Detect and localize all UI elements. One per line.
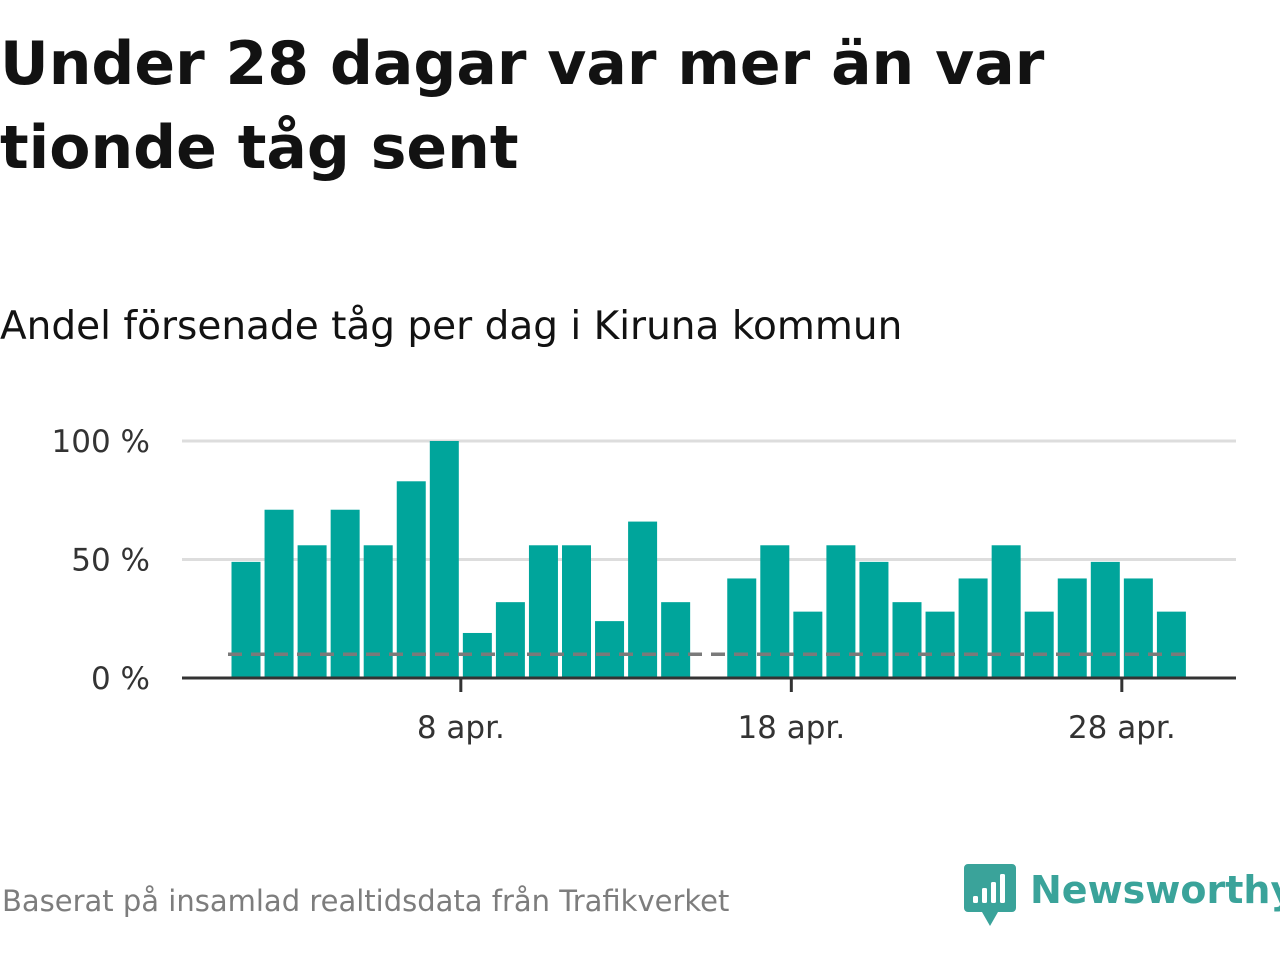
x-tick-label: 18 apr. bbox=[737, 710, 845, 746]
bar bbox=[330, 509, 360, 678]
y-tick-label: 50 % bbox=[71, 543, 150, 579]
bar bbox=[562, 545, 591, 678]
source-note: Baserat på insamlad realtidsdata från Tr… bbox=[2, 884, 730, 918]
bar bbox=[628, 521, 658, 678]
page-title: Under 28 dagar var mer än var tionde tåg… bbox=[0, 29, 1045, 183]
bar bbox=[727, 578, 757, 678]
bar bbox=[1090, 561, 1120, 678]
bar bbox=[925, 611, 955, 678]
bar bbox=[495, 602, 525, 678]
bar bbox=[396, 481, 426, 678]
bar bbox=[1123, 578, 1153, 678]
bar bbox=[991, 545, 1021, 678]
bar bbox=[231, 561, 261, 678]
bar bbox=[958, 578, 988, 678]
bar bbox=[1156, 611, 1186, 678]
bar bbox=[264, 509, 294, 678]
newsworthy-logo-icon bbox=[964, 864, 1016, 926]
bar-chart: 0 % 50 % 100 % 8 apr. 18 apr. 28 apr. bbox=[52, 424, 1236, 746]
bar bbox=[760, 545, 790, 678]
bar bbox=[892, 602, 922, 678]
brand-logo: Newsworthy bbox=[964, 863, 1280, 927]
x-tick-label: 28 apr. bbox=[1068, 710, 1176, 746]
bar bbox=[363, 545, 393, 678]
chart-subtitle: Andel försenade tåg per dag i Kiruna kom… bbox=[0, 304, 903, 349]
bar bbox=[1024, 611, 1054, 678]
bar bbox=[528, 545, 558, 678]
bar bbox=[661, 602, 691, 678]
y-tick-label: 100 % bbox=[52, 424, 150, 460]
bar bbox=[429, 441, 459, 678]
bar bbox=[595, 621, 625, 678]
bar bbox=[826, 545, 856, 678]
bar bbox=[859, 561, 889, 678]
x-tick-label: 8 apr. bbox=[417, 710, 505, 746]
brand-name: Newsworthy bbox=[1030, 868, 1280, 912]
y-tick-label: 0 % bbox=[91, 661, 150, 697]
bar bbox=[297, 545, 327, 678]
bar bbox=[1057, 578, 1087, 678]
bar bbox=[793, 611, 823, 678]
